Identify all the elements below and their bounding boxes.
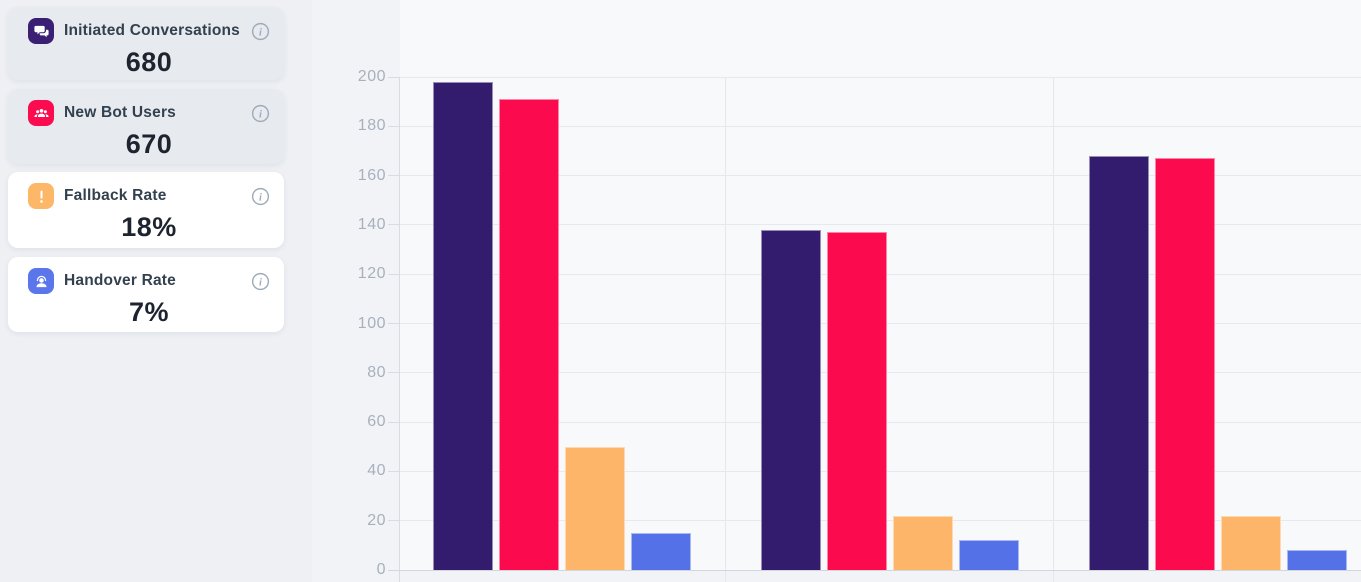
info-icon[interactable]: i <box>251 22 270 41</box>
y-axis-tick <box>388 175 400 177</box>
headset-icon <box>28 268 54 294</box>
y-axis-line <box>399 77 400 582</box>
alert-icon <box>28 183 54 209</box>
bar-handover-rate-group-1[interactable] <box>630 533 691 570</box>
chat-icon <box>28 18 54 44</box>
y-axis-tick-label: 60 <box>367 413 386 431</box>
stat-card-value: 670 <box>125 129 173 159</box>
stat-card-initiated-conversations[interactable]: Initiated Conversations i 680 <box>8 7 284 80</box>
users-icon <box>28 100 54 126</box>
bar-fallback-rate-group-3[interactable] <box>1220 516 1281 570</box>
bar-new-bot-users-group-1[interactable] <box>498 99 559 570</box>
gridline-horizontal <box>400 224 1361 226</box>
y-axis-tick <box>388 470 400 472</box>
y-axis-tick-label: 200 <box>357 68 386 85</box>
bar-fallback-rate-group-1[interactable] <box>564 447 625 570</box>
gridline-horizontal <box>400 76 1361 78</box>
bar-initiated-conversations-group-3[interactable] <box>1088 156 1149 570</box>
svg-text:i: i <box>259 27 262 38</box>
gridline-vertical <box>725 77 726 582</box>
stat-card-label: Initiated Conversations <box>64 22 240 39</box>
stat-card-label: Handover Rate <box>64 272 176 289</box>
y-axis-tick <box>388 421 400 423</box>
bar-handover-rate-group-2[interactable] <box>958 540 1019 570</box>
y-axis-tick <box>388 323 400 324</box>
y-axis-tick <box>388 520 400 522</box>
y-axis-tick-label: 120 <box>357 265 386 283</box>
bar-initiated-conversations-group-1[interactable] <box>432 82 493 570</box>
gridline-horizontal <box>400 125 1361 127</box>
stat-card-value: 7% <box>128 297 170 327</box>
info-icon[interactable]: i <box>251 104 270 123</box>
y-axis-tick-label: 100 <box>357 314 386 332</box>
info-icon[interactable]: i <box>251 272 270 291</box>
y-axis-tick-label: 160 <box>357 166 386 184</box>
bar-fallback-rate-group-2[interactable] <box>892 516 953 570</box>
y-axis-tick <box>388 224 400 226</box>
gridline-vertical <box>1053 77 1054 582</box>
y-axis-tick <box>388 125 400 127</box>
y-axis-tick-label: 0 <box>376 561 386 578</box>
bar-initiated-conversations-group-2[interactable] <box>760 230 821 570</box>
y-axis-tick <box>388 273 400 275</box>
y-axis-tick <box>388 76 400 78</box>
y-axis-tick <box>388 372 400 374</box>
y-axis-tick-label: 80 <box>367 363 386 381</box>
stat-card-handover-rate[interactable]: Handover Rate i 7% <box>8 257 284 332</box>
x-axis-line <box>388 570 1361 571</box>
stat-card-label: Fallback Rate <box>64 187 167 204</box>
gridline-horizontal <box>400 175 1361 177</box>
svg-text:i: i <box>259 192 262 203</box>
y-axis-tick-label: 20 <box>367 511 386 529</box>
bar-new-bot-users-group-2[interactable] <box>826 232 887 570</box>
y-axis-tick-label: 140 <box>357 215 386 233</box>
stat-card-fallback-rate[interactable]: Fallback Rate i 18% <box>8 172 284 248</box>
stat-card-value: 680 <box>125 47 173 77</box>
svg-text:i: i <box>259 277 262 288</box>
svg-text:i: i <box>259 109 262 120</box>
info-icon[interactable]: i <box>251 187 270 206</box>
y-axis-tick-label: 40 <box>367 462 386 480</box>
bar-handover-rate-group-3[interactable] <box>1286 550 1347 570</box>
stat-card-label: New Bot Users <box>64 104 176 121</box>
bar-new-bot-users-group-3[interactable] <box>1154 158 1215 570</box>
stat-card-value: 18% <box>121 212 177 242</box>
y-axis-tick-label: 180 <box>357 117 386 135</box>
stat-card-new-bot-users[interactable]: New Bot Users i 670 <box>8 89 284 164</box>
